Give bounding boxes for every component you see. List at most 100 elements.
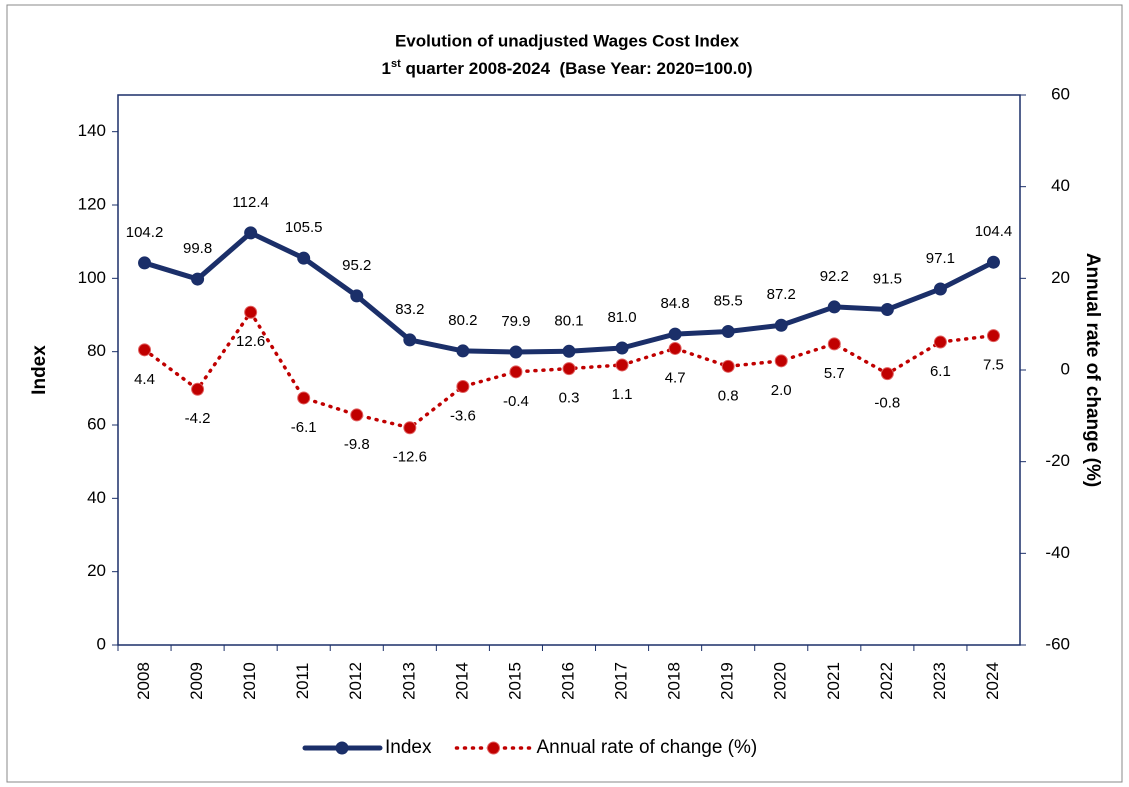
point-marker bbox=[774, 354, 788, 368]
point-marker bbox=[668, 327, 682, 341]
y-tick-label: 40 bbox=[87, 488, 106, 507]
subtitle-superscript: st bbox=[391, 58, 401, 70]
data-label: 91.5 bbox=[873, 270, 902, 287]
y2-tick-label: 20 bbox=[1051, 268, 1070, 287]
point-marker bbox=[509, 365, 523, 379]
data-label: 7.5 bbox=[983, 357, 1004, 374]
data-label: 105.5 bbox=[285, 219, 323, 236]
point-marker bbox=[138, 256, 152, 270]
data-label: 84.8 bbox=[661, 295, 690, 312]
data-label: 4.4 bbox=[134, 371, 155, 388]
legend-marker bbox=[335, 741, 349, 755]
data-label: 1.1 bbox=[612, 386, 633, 403]
chart-border bbox=[6, 4, 1123, 783]
chart-title: Evolution of unadjusted Wages Cost Index bbox=[395, 31, 740, 50]
legend-label: Annual rate of change (%) bbox=[536, 737, 757, 758]
point-marker bbox=[986, 255, 1000, 269]
x-tick-label: 2009 bbox=[187, 662, 206, 700]
y2-tick-label: -40 bbox=[1045, 543, 1070, 562]
y-tick-label: 60 bbox=[87, 414, 106, 433]
point-marker bbox=[456, 344, 470, 358]
y2-tick-label: 60 bbox=[1051, 84, 1070, 103]
x-tick-label: 2020 bbox=[771, 662, 790, 700]
data-label: 85.5 bbox=[714, 292, 743, 309]
x-tick-label: 2022 bbox=[877, 662, 896, 700]
x-tick-label: 2023 bbox=[930, 662, 949, 700]
y2-axis-title: Annual rate of change (%) bbox=[1082, 253, 1103, 487]
data-label: 112.4 bbox=[232, 194, 268, 211]
point-marker bbox=[880, 367, 894, 381]
point-marker bbox=[138, 343, 152, 357]
point-marker bbox=[986, 329, 1000, 343]
point-marker bbox=[933, 335, 947, 349]
y-axis-title: Index bbox=[29, 345, 50, 395]
data-label: 80.1 bbox=[554, 312, 583, 329]
y2-tick-label: 40 bbox=[1051, 176, 1070, 195]
x-tick-label: 2016 bbox=[558, 662, 577, 700]
y-tick-label: 100 bbox=[78, 268, 106, 287]
data-label: 2.0 bbox=[771, 382, 792, 399]
x-tick-label: 2010 bbox=[240, 662, 259, 700]
data-label: 5.7 bbox=[824, 365, 845, 382]
x-tick-label: 2018 bbox=[665, 662, 684, 700]
point-marker bbox=[403, 421, 417, 435]
point-marker bbox=[615, 358, 629, 372]
y2-tick-label: -60 bbox=[1045, 634, 1070, 653]
point-marker bbox=[562, 344, 576, 358]
chart-subtitle: 1st quarter 2008-2024 (Base Year: 2020=1… bbox=[382, 58, 753, 79]
y-tick-label: 140 bbox=[78, 121, 106, 140]
point-marker bbox=[509, 345, 523, 359]
point-marker bbox=[668, 341, 682, 355]
point-marker bbox=[933, 282, 947, 296]
point-marker bbox=[880, 303, 894, 316]
point-marker bbox=[456, 380, 470, 393]
y-tick-label: 120 bbox=[78, 194, 106, 213]
data-label: 87.2 bbox=[767, 286, 796, 303]
point-marker bbox=[297, 391, 311, 405]
x-tick-label: 2019 bbox=[718, 662, 737, 700]
legend-marker bbox=[486, 741, 500, 755]
x-tick-label: 2014 bbox=[452, 662, 471, 700]
point-marker bbox=[562, 362, 576, 376]
x-tick-label: 2024 bbox=[983, 662, 1002, 700]
point-marker bbox=[244, 226, 258, 240]
data-label: 92.2 bbox=[820, 268, 849, 285]
data-label: -12.6 bbox=[393, 449, 427, 466]
data-label: 0.8 bbox=[718, 387, 739, 404]
data-label: 81.0 bbox=[607, 309, 636, 326]
point-marker bbox=[721, 359, 735, 373]
data-label: 95.2 bbox=[342, 257, 371, 274]
x-tick-label: 2013 bbox=[399, 662, 418, 700]
legend-label: Index bbox=[385, 737, 432, 758]
data-label: 6.1 bbox=[930, 363, 951, 380]
data-label: 12.6 bbox=[236, 333, 265, 350]
x-tick-label: 2012 bbox=[346, 662, 365, 700]
y2-tick-label: -20 bbox=[1045, 451, 1070, 470]
x-tick-label: 2017 bbox=[612, 662, 631, 700]
data-label: 104.4 bbox=[975, 223, 1013, 240]
x-tick-label: 2008 bbox=[134, 662, 153, 700]
data-label: 79.9 bbox=[501, 313, 530, 330]
data-label: 80.2 bbox=[448, 312, 477, 329]
subtitle-part: quarter 2008-2024 (Base Year: 2020=100.0… bbox=[401, 59, 753, 78]
x-tick-label: 2015 bbox=[505, 662, 524, 700]
data-label: 99.8 bbox=[183, 240, 212, 257]
y-tick-label: 0 bbox=[97, 634, 106, 653]
x-tick-label: 2011 bbox=[293, 663, 312, 700]
subtitle-part: 1 bbox=[382, 59, 391, 78]
data-label: 4.7 bbox=[665, 369, 686, 386]
point-marker bbox=[191, 272, 205, 286]
point-marker bbox=[721, 325, 735, 338]
data-label: -9.8 bbox=[344, 436, 370, 453]
point-marker bbox=[403, 333, 417, 347]
data-label: -6.1 bbox=[291, 419, 317, 436]
y-tick-label: 80 bbox=[87, 341, 106, 360]
point-marker bbox=[615, 341, 629, 355]
data-label: 97.1 bbox=[926, 250, 955, 267]
point-marker bbox=[191, 382, 205, 396]
point-marker bbox=[774, 318, 788, 332]
data-label: 0.3 bbox=[559, 390, 580, 407]
point-marker bbox=[827, 300, 841, 314]
x-tick-label: 2021 bbox=[824, 662, 843, 700]
